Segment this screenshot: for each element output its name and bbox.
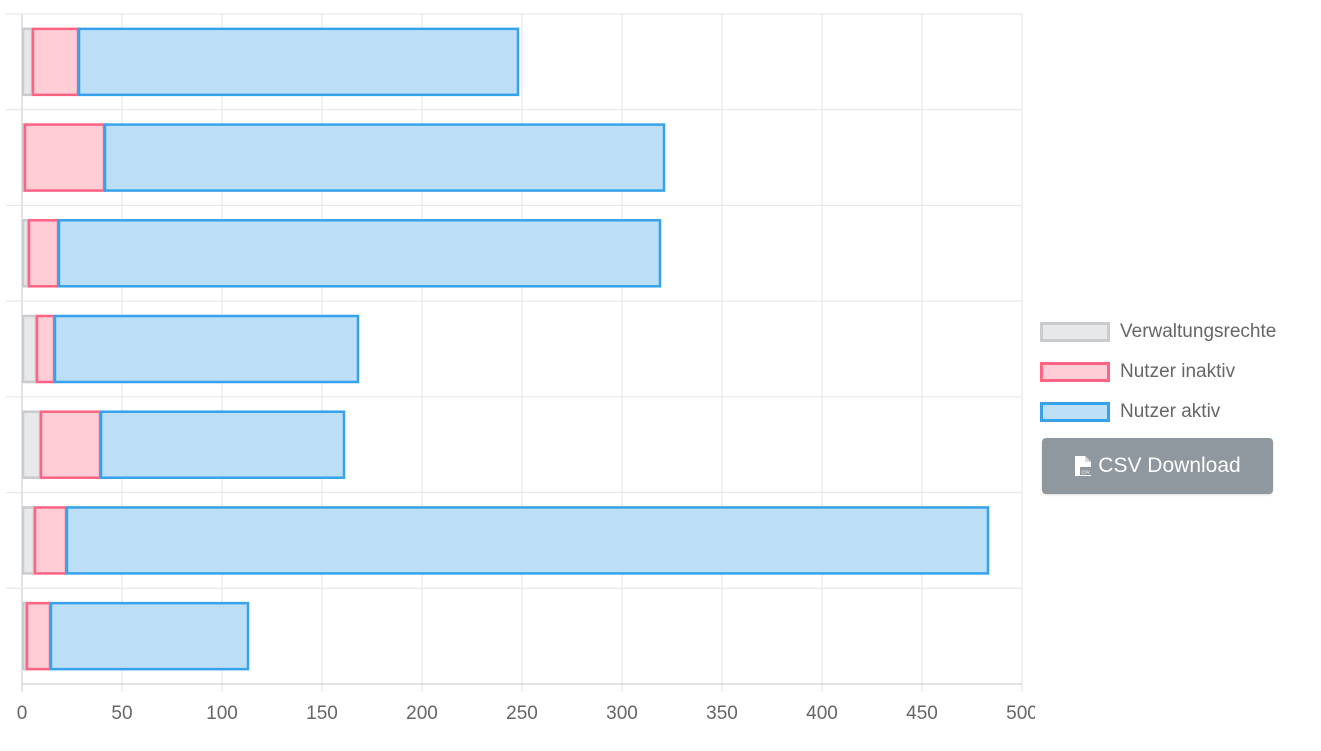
x-tick-label: 300 (606, 703, 638, 724)
bar-chart: 0 50 100 150 200 250 300 350 400 450 500 (6, 13, 1035, 724)
bar-segment (21, 219, 30, 288)
bar-segment (25, 601, 52, 671)
legend-label: Nutzer aktiv (1120, 401, 1221, 422)
bar-segment (77, 27, 520, 97)
x-tick-label: 0 (17, 703, 28, 724)
legend-item-verwaltungsrechte[interactable]: Verwaltungsrechte (1040, 312, 1276, 352)
legend-label: Verwaltungsrechte (1120, 321, 1277, 342)
bar-segment (65, 506, 990, 575)
csv-download-label: CSV Download (1098, 454, 1241, 477)
bar-segment (21, 601, 28, 671)
x-tick-label: 150 (306, 703, 338, 724)
bar-segment (57, 219, 662, 288)
x-tick-label: 500 (1006, 703, 1035, 724)
x-tick-label: 400 (806, 703, 838, 724)
bar-segment (99, 410, 346, 479)
legend-swatch (1040, 322, 1110, 342)
bar-segment (31, 27, 80, 97)
bar-segment (27, 219, 60, 288)
bar-segment (21, 410, 42, 479)
bar-segment (103, 123, 666, 192)
chart-legend: Verwaltungsrechte Nutzer inaktiv Nutzer … (1040, 312, 1276, 432)
legend-item-nutzer-aktiv[interactable]: Nutzer aktiv (1040, 392, 1276, 432)
bar-segment (23, 123, 106, 192)
bar-segment (21, 506, 36, 575)
legend-item-nutzer-inaktiv[interactable]: Nutzer inaktiv (1040, 352, 1276, 392)
csv-download-button[interactable]: csv CSV Download (1042, 438, 1273, 494)
bar-segment (35, 314, 56, 384)
legend-swatch (1040, 402, 1110, 422)
bar-segment (21, 314, 38, 384)
x-tick-label: 250 (506, 703, 538, 724)
bar-segment (21, 27, 34, 97)
svg-text:csv: csv (1082, 470, 1091, 476)
x-tick-label: 350 (706, 703, 738, 724)
x-tick-label: 200 (406, 703, 438, 724)
x-tick-label: 450 (906, 703, 938, 724)
x-tick-label: 50 (111, 703, 132, 724)
bar-segment (53, 314, 360, 384)
bar-segment (39, 410, 102, 479)
legend-label: Nutzer inaktiv (1120, 361, 1236, 382)
bar-segment (33, 506, 68, 575)
chart-bars (21, 27, 990, 671)
legend-swatch (1040, 362, 1110, 382)
csv-file-icon: csv (1075, 456, 1092, 476)
chart-axes: 0 50 100 150 200 250 300 350 400 450 500 (17, 703, 1035, 724)
x-tick-label: 100 (206, 703, 238, 724)
bar-segment (49, 601, 250, 671)
